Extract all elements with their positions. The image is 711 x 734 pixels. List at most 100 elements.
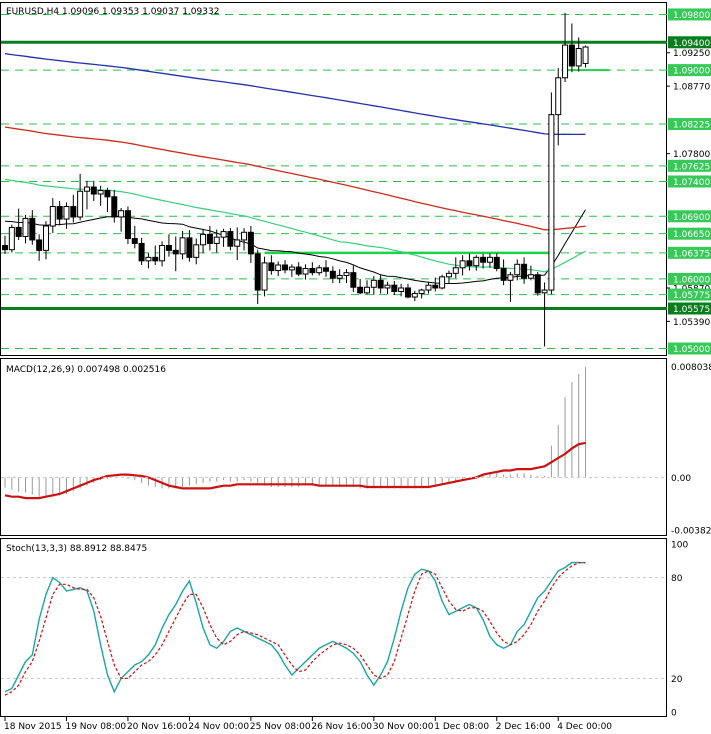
candlestick-series (2, 13, 589, 347)
candle-body (473, 256, 480, 267)
price-label-box (668, 227, 711, 240)
candle-body (288, 266, 295, 271)
candle-body (15, 226, 22, 237)
candle-body (22, 217, 29, 237)
candle-body (179, 237, 186, 255)
time-tick-label: 24 Nov 00:00 (188, 722, 249, 732)
candle-body (562, 44, 569, 79)
price-tick-label: 1.06000 (673, 275, 710, 285)
candle-body (534, 274, 541, 294)
sma-slow-line (4, 126, 586, 231)
candle-body (275, 264, 282, 272)
macd-signal-line (4, 441, 586, 500)
candle-body (432, 284, 439, 289)
sma-mid-line (4, 178, 586, 273)
candle-body (343, 272, 350, 276)
candle-body (268, 262, 275, 272)
candle-body (480, 256, 487, 263)
candle-body (377, 279, 384, 289)
candle-body (2, 245, 8, 251)
price-label-box (668, 118, 711, 131)
price-label-box (668, 288, 711, 301)
price-tick-label: 1.08225 (673, 121, 710, 131)
price-tick-label: 1.09800 (673, 11, 710, 21)
price-label-box (668, 175, 711, 188)
stoch-tick-label: 0 (671, 709, 677, 719)
candle-body (398, 287, 405, 292)
time-tick-label: 26 Nov 16:00 (311, 722, 372, 732)
price-label-box (668, 159, 711, 172)
candle-body (206, 233, 213, 244)
stoch-tick-label: 80 (671, 574, 683, 584)
price-tick-label: 1.07400 (673, 178, 710, 188)
price-label-box (668, 342, 711, 355)
candle-body (500, 267, 507, 281)
candle-body (77, 190, 84, 218)
candle-body (302, 267, 309, 275)
candle-body (70, 206, 77, 218)
candle-body (63, 206, 70, 220)
candle-body (527, 274, 534, 279)
candle-body (582, 46, 589, 64)
price-panel-title: EURUSD,H4 1.09096 1.09353 1.09037 1.0933… (6, 7, 219, 17)
candle-body (575, 48, 582, 67)
candle-body (97, 190, 104, 195)
candle-body (234, 239, 241, 247)
candle-body (145, 256, 152, 262)
candle-body (213, 236, 220, 244)
macd-panel-title: MACD(12,26,9) 0.007498 0.002516 (6, 365, 166, 375)
time-tick-label: 4 Dec 00:00 (557, 722, 612, 732)
candle-body (36, 239, 43, 251)
candle-body (452, 267, 459, 274)
candle-body (329, 270, 336, 279)
sma-long-line (4, 53, 586, 136)
moving-average-lines (4, 53, 586, 284)
time-tick-label: 20 Nov 16:00 (127, 722, 188, 732)
candle-body (391, 284, 398, 292)
time-tick-label: 2 Dec 16:00 (496, 722, 551, 732)
price-label-box (668, 272, 711, 285)
stochastic-lines (1, 561, 666, 696)
price-tick-label: 1.06900 (673, 213, 710, 223)
price-tick-label: 1.09000 (673, 67, 710, 77)
stochastic-axis: 100 80 20 0 (671, 541, 688, 719)
candle-body (466, 260, 473, 267)
candle-body (118, 210, 125, 218)
price-label-box (668, 302, 711, 315)
candle-body (254, 253, 261, 291)
price-tick-label: 1.08770 (673, 83, 710, 93)
macd-tick-label: 0.008038 (671, 363, 711, 373)
candle-body (521, 263, 528, 279)
candle-body (316, 267, 323, 274)
candle-body (459, 260, 466, 269)
candle-body (200, 233, 207, 246)
candle-body (439, 276, 446, 289)
price-label-box (668, 8, 711, 21)
candle-body (568, 44, 575, 67)
candle-body (445, 272, 452, 278)
candle-body (131, 238, 138, 244)
macd-tick-label: -0.003825 (671, 527, 711, 537)
candle-body (220, 231, 227, 238)
candle-body (247, 231, 254, 255)
candle-body (83, 186, 90, 192)
macd-panel-frame (0, 358, 667, 536)
time-axis: 18 Nov 2015 19 Nov 08:00 20 Nov 16:00 24 No… (4, 717, 612, 732)
candle-body (425, 284, 432, 291)
candle-body (29, 217, 36, 241)
time-tick-label: 18 Nov 2015 (4, 722, 62, 732)
stoch-panel-title: Stoch(13,3,3) 88.8912 88.8475 (6, 544, 147, 554)
candle-body (404, 287, 411, 298)
candle-body (241, 231, 248, 241)
price-tick-label: 1.05390 (673, 318, 710, 328)
candle-body (370, 279, 377, 288)
price-label-box (668, 246, 711, 259)
candle-body (111, 196, 118, 218)
price-label-box (668, 210, 711, 223)
price-tick-label: 1.05775 (673, 291, 710, 301)
candle-body (336, 274, 343, 279)
macd-signal-path (4, 441, 586, 500)
stoch-main-line (4, 561, 586, 694)
candle-body (49, 206, 56, 227)
